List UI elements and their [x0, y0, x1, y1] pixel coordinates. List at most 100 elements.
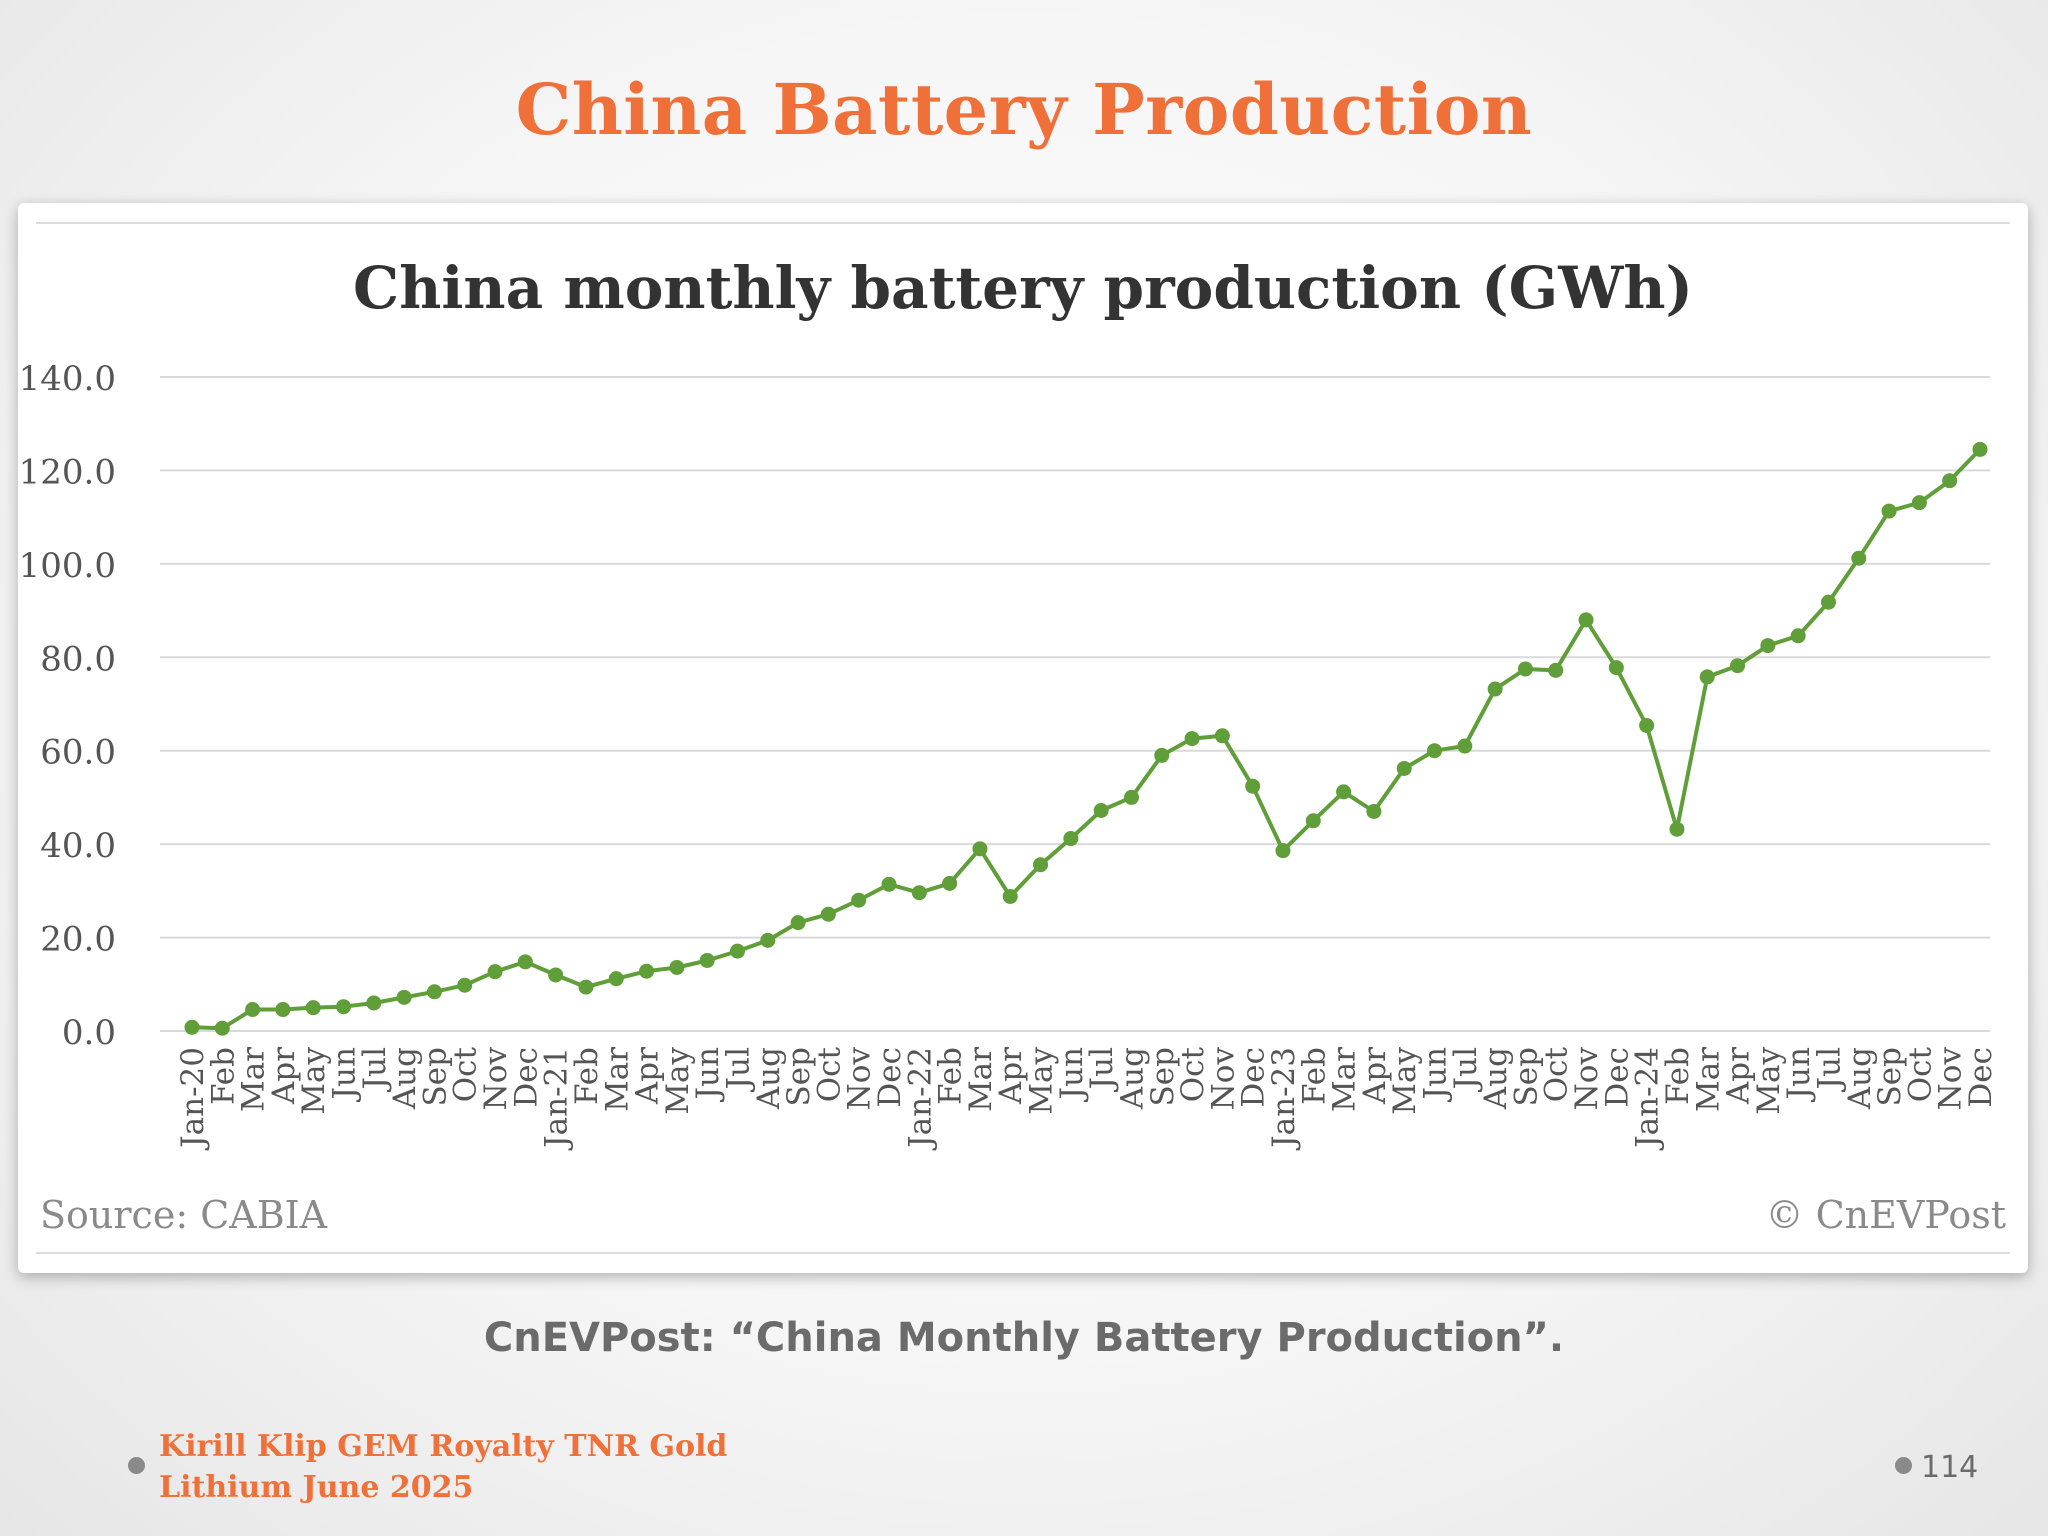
x-tick-label: Oct [1539, 1046, 1575, 1102]
data-point [1093, 803, 1109, 819]
x-tick-label: Jun [1781, 1047, 1817, 1102]
data-point [1851, 550, 1867, 566]
data-point [851, 892, 867, 908]
x-tick-label: Dec [1963, 1047, 1999, 1108]
data-point [1487, 681, 1503, 697]
x-tick-label: Dec [1236, 1047, 1272, 1108]
data-point [1730, 658, 1746, 674]
x-tick-label: Apr [1357, 1047, 1393, 1105]
x-tick-label: Oct [1175, 1046, 1211, 1102]
data-point [1123, 789, 1139, 805]
data-point [911, 885, 927, 901]
x-tick-label: Aug [751, 1047, 787, 1110]
data-point [578, 979, 594, 995]
x-tick-label: Apr [1721, 1047, 1757, 1105]
x-tick-label: Nov [1569, 1047, 1605, 1111]
footer-bullet-icon [128, 1457, 145, 1474]
data-point [184, 1019, 200, 1035]
y-tick-label: 60.0 [40, 733, 116, 773]
x-tick-label: Feb [569, 1047, 605, 1105]
data-point [1457, 738, 1473, 754]
grid-lines [160, 376, 1990, 1032]
x-tick-label: May [660, 1047, 696, 1115]
x-tick-label: Aug [1842, 1047, 1878, 1110]
x-tick-label: Mar [1690, 1047, 1726, 1112]
x-tick-label: Nov [478, 1047, 514, 1111]
slide-title: China Battery Production [515, 68, 1533, 151]
y-tick-label: 80.0 [40, 639, 116, 679]
data-point [396, 989, 412, 1005]
line-chart: China monthly battery production (GWh) 0… [19, 222, 2010, 1254]
x-tick-label: May [1751, 1047, 1787, 1115]
x-tick-label: Sep [1872, 1047, 1908, 1106]
x-tick-label: Apr [630, 1047, 666, 1105]
data-point [336, 999, 352, 1015]
footer-line-2: Lithium June 2025 [159, 1470, 474, 1505]
data-point [639, 963, 655, 979]
data-point [972, 841, 988, 857]
data-point [517, 954, 533, 970]
x-tick-label: Sep [1508, 1047, 1544, 1106]
x-tick-label: Oct [448, 1046, 484, 1102]
x-tick-label: Jun [327, 1047, 363, 1102]
x-tick-label: Jan-21 [539, 1047, 575, 1151]
data-point [820, 906, 836, 922]
data-point [1214, 728, 1230, 744]
page-bullet-icon [1895, 1457, 1912, 1474]
data-point [275, 1002, 291, 1018]
data-point [1639, 717, 1655, 733]
x-tick-label: Feb [1296, 1047, 1332, 1105]
data-point [1911, 495, 1927, 511]
x-tick-label: Jul [1084, 1047, 1120, 1092]
chart-title: China monthly battery production (GWh) [353, 254, 1693, 322]
data-point [1608, 660, 1624, 676]
data-point [1184, 731, 1200, 747]
data-point [1517, 661, 1533, 677]
x-tick-label: Jan-22 [902, 1047, 938, 1151]
data-point [1881, 503, 1897, 519]
source-label: Source: CABIA [40, 1193, 328, 1237]
data-point [1578, 612, 1594, 628]
data-point [1396, 760, 1412, 776]
x-tick-label: May [1387, 1047, 1423, 1115]
data-point [548, 967, 564, 983]
data-point [669, 959, 685, 975]
data-point [1245, 778, 1261, 794]
data-point [608, 971, 624, 987]
x-tick-label: Aug [1114, 1047, 1150, 1110]
page-number: 114 [1921, 1450, 1979, 1485]
data-point [790, 915, 806, 931]
data-point [1002, 888, 1018, 904]
data-point [1154, 747, 1170, 763]
x-tick-label: Nov [1933, 1047, 1969, 1111]
data-point [245, 1002, 261, 1018]
data-point [1790, 628, 1806, 644]
data-point [214, 1020, 230, 1036]
data-point [1760, 638, 1776, 654]
x-tick-label: Aug [1478, 1047, 1514, 1110]
y-tick-label: 0.0 [62, 1013, 116, 1053]
data-point [1063, 831, 1079, 847]
data-point [760, 932, 776, 948]
x-tick-label: Jul [1448, 1047, 1484, 1092]
y-tick-label: 20.0 [40, 920, 116, 960]
x-tick-label: Feb [1660, 1047, 1696, 1105]
x-tick-label: Aug [387, 1047, 423, 1110]
data-point [366, 995, 382, 1011]
x-tick-label: Jun [1418, 1047, 1454, 1102]
data-point [1336, 784, 1352, 800]
data-point [1699, 669, 1715, 685]
data-point [1366, 803, 1382, 819]
footer-line-1: Kirill Klip GEM Royalty TNR Gold [159, 1429, 728, 1464]
x-tick-label: Jun [690, 1047, 726, 1102]
x-tick-label: Jun [1054, 1047, 1090, 1102]
x-tick-label: Dec [1599, 1047, 1635, 1108]
data-point [1275, 843, 1291, 859]
x-tick-label: Sep [781, 1047, 817, 1106]
x-tick-label: Mar [963, 1047, 999, 1112]
x-tick-label: May [296, 1047, 332, 1115]
x-tick-label: Oct [811, 1046, 847, 1102]
data-point [1820, 594, 1836, 610]
data-point [881, 876, 897, 892]
y-tick-label: 120.0 [19, 452, 116, 492]
